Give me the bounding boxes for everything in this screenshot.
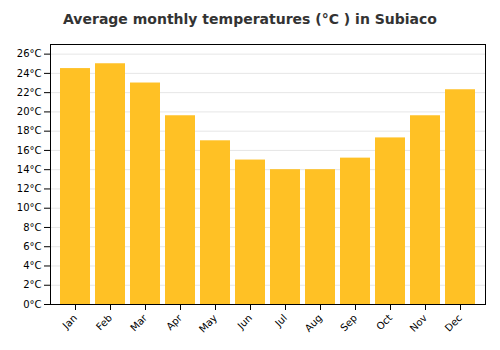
svg-text:2°C: 2°C	[23, 279, 41, 290]
svg-text:22°C: 22°C	[17, 87, 42, 98]
svg-text:14°C: 14°C	[17, 164, 42, 175]
svg-text:Sep: Sep	[338, 312, 359, 333]
svg-text:Oct: Oct	[374, 312, 394, 332]
svg-text:26°C: 26°C	[17, 48, 42, 59]
svg-text:12°C: 12°C	[17, 183, 42, 194]
svg-text:Nov: Nov	[408, 312, 430, 334]
svg-text:Dec: Dec	[443, 312, 464, 333]
svg-text:Jun: Jun	[235, 312, 255, 332]
html-text:Average monthly temperatures (: Average monthly temperatures (°C ) in Su…	[63, 11, 437, 27]
svg-text:Apr: Apr	[164, 312, 185, 333]
svg-text:10°C: 10°C	[17, 202, 42, 213]
svg-text:20°C: 20°C	[17, 106, 42, 117]
svg-text:16°C: 16°C	[17, 145, 42, 156]
svg-text:Jul: Jul	[272, 312, 289, 329]
svg-text:4°C: 4°C	[23, 260, 41, 271]
svg-text:Feb: Feb	[94, 312, 114, 332]
svg-text:May: May	[197, 312, 219, 334]
svg-text:0°C: 0°C	[23, 299, 41, 310]
svg-text:18°C: 18°C	[17, 125, 42, 136]
svg-text:24°C: 24°C	[17, 68, 42, 79]
svg-text:6°C: 6°C	[23, 241, 41, 252]
svg-text:Mar: Mar	[128, 312, 150, 334]
svg-text:Aug: Aug	[303, 312, 325, 334]
svg-text:8°C: 8°C	[23, 222, 41, 233]
svg-text:Jan: Jan	[60, 312, 79, 331]
